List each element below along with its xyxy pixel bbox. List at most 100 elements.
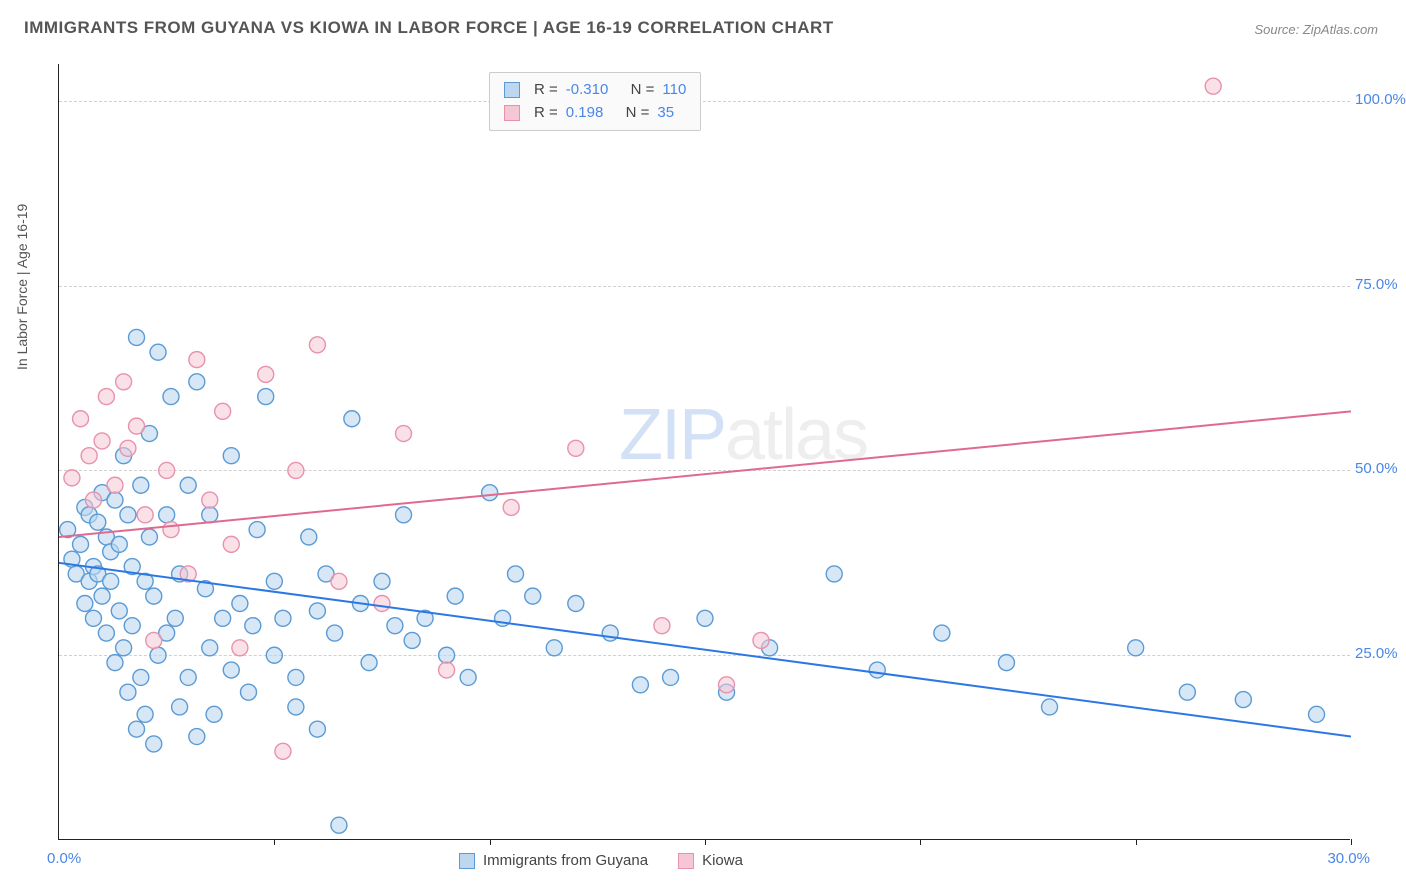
data-point xyxy=(447,588,463,604)
data-point xyxy=(215,610,231,626)
data-point xyxy=(64,470,80,486)
data-point xyxy=(361,655,377,671)
legend-item-series2: Kiowa xyxy=(678,852,743,869)
data-point xyxy=(180,669,196,685)
data-point xyxy=(258,389,274,405)
trend-line xyxy=(59,411,1351,537)
data-point xyxy=(460,669,476,685)
data-point xyxy=(232,596,248,612)
data-point xyxy=(934,625,950,641)
swatch-series2 xyxy=(504,105,520,121)
data-point xyxy=(202,492,218,508)
data-point xyxy=(124,618,140,634)
data-point xyxy=(206,706,222,722)
data-point xyxy=(387,618,403,634)
data-point xyxy=(159,507,175,523)
data-point xyxy=(719,677,735,693)
swatch-series1 xyxy=(504,82,520,98)
data-point xyxy=(73,411,89,427)
data-point xyxy=(568,596,584,612)
x-tick xyxy=(1136,839,1137,845)
data-point xyxy=(374,596,390,612)
data-point xyxy=(133,669,149,685)
data-point xyxy=(146,588,162,604)
data-point xyxy=(1179,684,1195,700)
data-point xyxy=(753,632,769,648)
data-point xyxy=(240,684,256,700)
data-point xyxy=(90,514,106,530)
x-tick xyxy=(274,839,275,845)
swatch-series2 xyxy=(678,853,694,869)
x-tick xyxy=(1351,839,1352,845)
n-label: N = xyxy=(622,79,654,102)
data-point xyxy=(94,433,110,449)
legend-label-series2: Kiowa xyxy=(702,852,743,869)
data-point xyxy=(697,610,713,626)
data-point xyxy=(85,610,101,626)
data-point xyxy=(94,588,110,604)
legend-label-series1: Immigrants from Guyana xyxy=(483,852,648,869)
data-point xyxy=(1235,692,1251,708)
data-point xyxy=(77,596,93,612)
data-point xyxy=(85,492,101,508)
data-point xyxy=(288,669,304,685)
data-point xyxy=(129,721,145,737)
data-point xyxy=(202,640,218,656)
data-point xyxy=(309,337,325,353)
scatter-plot xyxy=(59,64,1351,840)
trend-line xyxy=(59,563,1351,737)
data-point xyxy=(503,499,519,515)
swatch-series1 xyxy=(459,853,475,869)
data-point xyxy=(146,632,162,648)
data-point xyxy=(137,706,153,722)
data-point xyxy=(73,536,89,552)
data-point xyxy=(439,662,455,678)
data-point xyxy=(309,603,325,619)
data-point xyxy=(439,647,455,663)
data-point xyxy=(163,522,179,538)
r-label: R = xyxy=(534,79,558,102)
data-point xyxy=(150,344,166,360)
data-point xyxy=(525,588,541,604)
data-point xyxy=(1128,640,1144,656)
data-point xyxy=(288,699,304,715)
data-point xyxy=(1205,78,1221,94)
data-point xyxy=(404,632,420,648)
data-point xyxy=(98,625,114,641)
data-point xyxy=(107,492,123,508)
data-point xyxy=(1042,699,1058,715)
data-point xyxy=(223,662,239,678)
data-point xyxy=(98,389,114,405)
data-point xyxy=(167,610,183,626)
data-point xyxy=(189,729,205,745)
data-point xyxy=(275,610,291,626)
data-point xyxy=(81,448,97,464)
data-point xyxy=(396,426,412,442)
data-point xyxy=(111,536,127,552)
data-point xyxy=(654,618,670,634)
r-value-series2: 0.198 xyxy=(566,102,604,125)
n-value-series1: 110 xyxy=(662,79,686,102)
data-point xyxy=(180,477,196,493)
data-point xyxy=(163,389,179,405)
y-tick-label: 75.0% xyxy=(1355,276,1406,293)
y-axis-title: In Labor Force | Age 16-19 xyxy=(14,204,30,370)
data-point xyxy=(482,485,498,501)
correlation-legend: R = -0.310 N = 110 R = 0.198 N = 35 xyxy=(489,72,701,131)
data-point xyxy=(120,507,136,523)
data-point xyxy=(223,448,239,464)
data-point xyxy=(215,403,231,419)
legend-item-series1: Immigrants from Guyana xyxy=(459,852,648,869)
data-point xyxy=(258,366,274,382)
data-point xyxy=(245,618,261,634)
data-point xyxy=(568,440,584,456)
data-point xyxy=(141,529,157,545)
data-point xyxy=(546,640,562,656)
y-tick-label: 50.0% xyxy=(1355,460,1406,477)
data-point xyxy=(327,625,343,641)
y-tick-label: 100.0% xyxy=(1355,91,1406,108)
data-point xyxy=(301,529,317,545)
data-point xyxy=(159,462,175,478)
data-point xyxy=(223,536,239,552)
data-point xyxy=(120,440,136,456)
